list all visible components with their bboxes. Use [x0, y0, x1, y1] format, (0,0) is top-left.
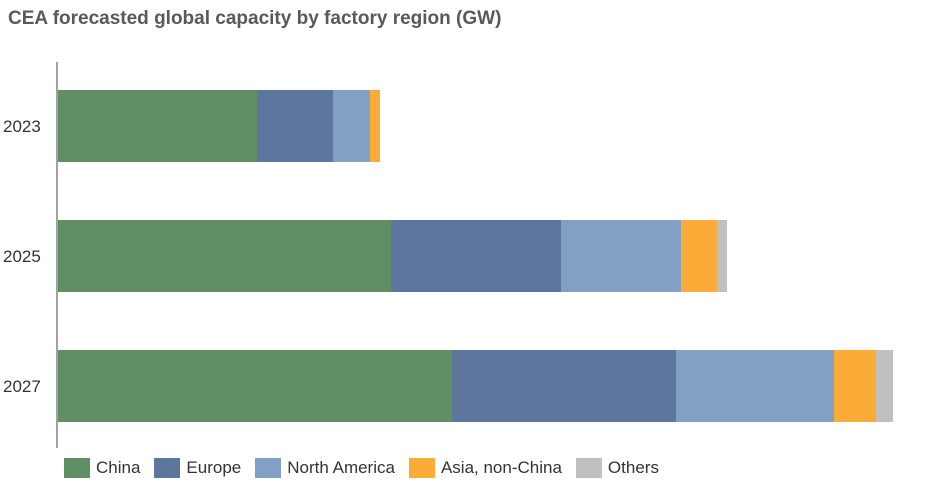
bar-north-america-2023 — [333, 90, 370, 162]
legend-item: China — [64, 458, 140, 478]
legend-swatch — [64, 458, 90, 478]
bar-europe-2027 — [452, 350, 676, 422]
bar-north-america-2025 — [561, 220, 681, 292]
bar-china-2023 — [58, 90, 257, 162]
y-tick-label: 2023 — [3, 117, 41, 136]
legend-label: Others — [607, 458, 659, 477]
bar-china-2025 — [58, 220, 391, 292]
legend-item: Europe — [154, 458, 241, 478]
legend-label: China — [96, 458, 141, 477]
bar-others-2027 — [876, 350, 893, 422]
bar-europe-2023 — [257, 90, 333, 162]
legend-swatch — [255, 458, 282, 478]
legend-item: Asia, non-China — [408, 458, 562, 478]
bar-china-2027 — [58, 350, 452, 422]
legend-label: Asia, non-China — [440, 458, 562, 477]
bar-europe-2025 — [391, 220, 561, 292]
legend-swatch — [575, 458, 602, 478]
bar-others-2025 — [717, 220, 727, 292]
bar-asia-non-china-2027 — [834, 350, 876, 422]
legend: China Europe North America Asia, non-China O… — [64, 458, 659, 478]
legend-swatch — [408, 458, 435, 478]
legend-item: North America — [255, 458, 395, 478]
legend-label: Europe — [186, 458, 242, 477]
bar-north-america-2027 — [676, 350, 834, 422]
legend-item: Others — [575, 458, 659, 478]
y-tick-label: 2027 — [3, 377, 41, 396]
legend-swatch — [154, 458, 181, 478]
chart-title: CEA forecasted global capacity by factor… — [8, 8, 502, 29]
bar-asia-non-china-2025 — [681, 220, 717, 292]
y-tick-label: 2025 — [3, 247, 41, 266]
bar-asia-non-china-2023 — [370, 90, 380, 162]
legend-label: North America — [287, 458, 395, 477]
